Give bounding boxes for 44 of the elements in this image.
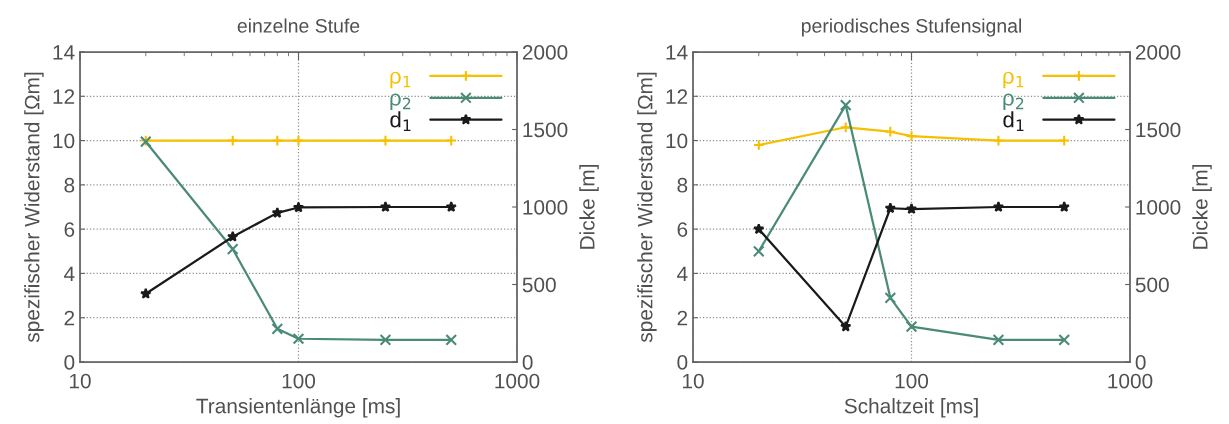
y2-tick-label: 1000	[1136, 200, 1181, 215]
legend-label: d$_{1}$	[390, 111, 411, 131]
y-tick-label: 0	[677, 355, 688, 370]
y-tick-label: 10	[53, 133, 75, 149]
y2-tick-label: 0	[1135, 355, 1146, 370]
y2-tick-label: 1000	[523, 200, 568, 215]
y2-tick-label: 500	[522, 277, 556, 293]
y-tick-label: 4	[677, 266, 688, 281]
chart-title: einzelne Stufe	[237, 18, 360, 33]
y-tick-label: 8	[677, 177, 688, 193]
y-axis-title: spezifischer Widerstand [Ωm]	[637, 72, 657, 343]
chart-title: periodisches Stufensignal	[801, 18, 1021, 37]
x-tick-label: 1000	[495, 373, 540, 389]
y-tick-label: 10	[666, 133, 688, 149]
x-tick-label: 100	[282, 373, 316, 389]
y2-axis-title: Dicke [m]	[1192, 165, 1212, 249]
x-axis-title: Schaltzeit [ms]	[844, 398, 978, 418]
y2-tick-label: 2000	[1135, 45, 1181, 60]
y2-tick-label: 1500	[1136, 122, 1181, 138]
y-tick-label: 2	[64, 310, 75, 326]
y-tick-label: 14	[53, 45, 75, 60]
y-tick-label: 14	[666, 45, 688, 60]
legend-label: ρ$_{2}$	[1003, 93, 1024, 111]
y2-tick-label: 0	[522, 355, 533, 370]
y2-axis-title: Dicke [m]	[579, 165, 599, 249]
y-tick-label: 2	[677, 310, 688, 326]
y-tick-label: 4	[64, 266, 75, 281]
y-tick-label: 0	[64, 355, 75, 370]
legend-label: ρ$_{1}$	[1003, 71, 1024, 89]
y-tick-label: 12	[53, 89, 75, 104]
x-tick-label: 100	[895, 373, 929, 389]
x-tick-label: 1000	[1108, 373, 1153, 389]
y-axis-title: spezifischer Widerstand [Ωm]	[24, 72, 44, 343]
y-tick-label: 6	[64, 222, 75, 237]
legend-label: d$_{1}$	[1003, 111, 1024, 131]
y2-tick-label: 500	[1135, 277, 1169, 293]
y2-tick-label: 1500	[523, 122, 568, 138]
legend-label: ρ$_{1}$	[390, 71, 411, 89]
legend-label: ρ$_{2}$	[390, 93, 411, 111]
x-axis-title: Transientenlänge [ms]	[196, 398, 400, 418]
y-tick-label: 8	[64, 177, 75, 193]
y-tick-label: 12	[666, 89, 688, 104]
y-tick-label: 6	[677, 222, 688, 237]
y2-tick-label: 2000	[522, 45, 568, 60]
